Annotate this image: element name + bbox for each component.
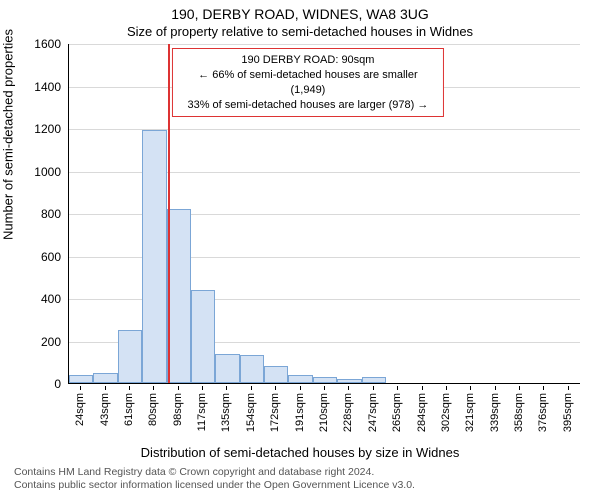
x-tick-mark [324, 386, 325, 390]
y-tick-label: 400 [41, 292, 61, 306]
y-tick-label: 200 [41, 335, 61, 349]
histogram-bar [288, 375, 312, 384]
y-tick-label: 1600 [34, 37, 61, 51]
x-tick-mark [178, 386, 179, 390]
x-ticks: 24sqm 43sqm 61sqm 80sqm 98sqm 117sqm 135sqm 154… [68, 386, 580, 446]
y-ticks: 02004006008001000120014001600 [0, 44, 64, 384]
y-tick-label: 1000 [34, 165, 61, 179]
x-tick-mark [543, 386, 544, 390]
x-tick-label: 321sqm [464, 393, 476, 432]
x-tick-label: 376sqm [537, 393, 549, 432]
x-tick-mark [300, 386, 301, 390]
x-tick-label: 339sqm [489, 393, 501, 432]
x-tick-mark [275, 386, 276, 390]
y-tick-label: 800 [41, 207, 61, 221]
histogram-bar [167, 209, 191, 383]
x-tick-mark [470, 386, 471, 390]
x-tick-label: 117sqm [196, 393, 208, 431]
y-tick-label: 600 [41, 250, 61, 264]
x-tick-mark [495, 386, 496, 390]
x-tick-mark [373, 386, 374, 390]
footer-attribution: Contains HM Land Registry data © Crown c… [14, 466, 415, 492]
y-tick-label: 0 [54, 377, 61, 391]
plot-area: 190 DERBY ROAD: 90sqm ← 66% of semi-deta… [68, 44, 580, 384]
x-tick-mark [568, 386, 569, 390]
x-tick-label: 154sqm [245, 393, 257, 432]
x-axis-label: Distribution of semi-detached houses by … [0, 445, 600, 460]
histogram-bar [118, 330, 142, 383]
chart-container: 190, DERBY ROAD, WIDNES, WA8 3UG Size of… [0, 0, 600, 500]
x-tick-mark [226, 386, 227, 390]
marker-line [168, 44, 170, 383]
x-tick-label: 265sqm [391, 393, 403, 432]
info-box-header: 190 DERBY ROAD: 90sqm [183, 53, 433, 68]
info-box: 190 DERBY ROAD: 90sqm ← 66% of semi-deta… [172, 48, 444, 117]
x-tick-mark [153, 386, 154, 390]
x-tick-label: 228sqm [342, 393, 354, 432]
x-tick-label: 210sqm [318, 393, 330, 432]
page-title: 190, DERBY ROAD, WIDNES, WA8 3UG [0, 6, 600, 22]
info-box-larger-line: 33% of semi-detached houses are larger (… [183, 98, 433, 113]
x-tick-mark [519, 386, 520, 390]
x-tick-label: 61sqm [123, 393, 135, 426]
histogram-bar [142, 130, 166, 383]
x-tick-label: 358sqm [513, 393, 525, 432]
x-tick-label: 284sqm [416, 393, 428, 432]
x-tick-label: 191sqm [294, 393, 306, 432]
x-tick-label: 80sqm [147, 393, 159, 426]
x-tick-label: 172sqm [269, 393, 281, 432]
y-tick-label: 1400 [34, 80, 61, 94]
histogram-bar [337, 379, 361, 383]
histogram-bar [362, 377, 386, 383]
x-tick-mark [397, 386, 398, 390]
x-tick-mark [80, 386, 81, 390]
x-tick-label: 395sqm [562, 393, 574, 432]
histogram-bar [69, 375, 93, 384]
histogram-bar [215, 354, 239, 383]
x-tick-mark [446, 386, 447, 390]
histogram-bar [240, 355, 264, 383]
histogram-bar [313, 377, 337, 383]
y-tick-label: 1200 [34, 122, 61, 136]
histogram-bar [93, 373, 117, 383]
footer-line-1: Contains HM Land Registry data © Crown c… [14, 466, 415, 479]
histogram-bar [191, 290, 215, 384]
footer-line-2: Contains public sector information licen… [14, 479, 415, 492]
x-tick-mark [105, 386, 106, 390]
x-tick-mark [251, 386, 252, 390]
x-tick-mark [129, 386, 130, 390]
histogram-bar [264, 366, 288, 383]
x-tick-label: 247sqm [367, 393, 379, 432]
chart-subtitle: Size of property relative to semi-detach… [0, 24, 600, 39]
x-tick-label: 135sqm [220, 393, 232, 432]
x-tick-mark [422, 386, 423, 390]
info-box-smaller-line: ← 66% of semi-detached houses are smalle… [183, 68, 433, 98]
x-tick-mark [202, 386, 203, 390]
x-tick-label: 24sqm [74, 393, 86, 426]
x-tick-mark [348, 386, 349, 390]
x-tick-label: 98sqm [172, 393, 184, 426]
x-tick-label: 43sqm [99, 393, 111, 426]
x-tick-label: 302sqm [440, 393, 452, 432]
